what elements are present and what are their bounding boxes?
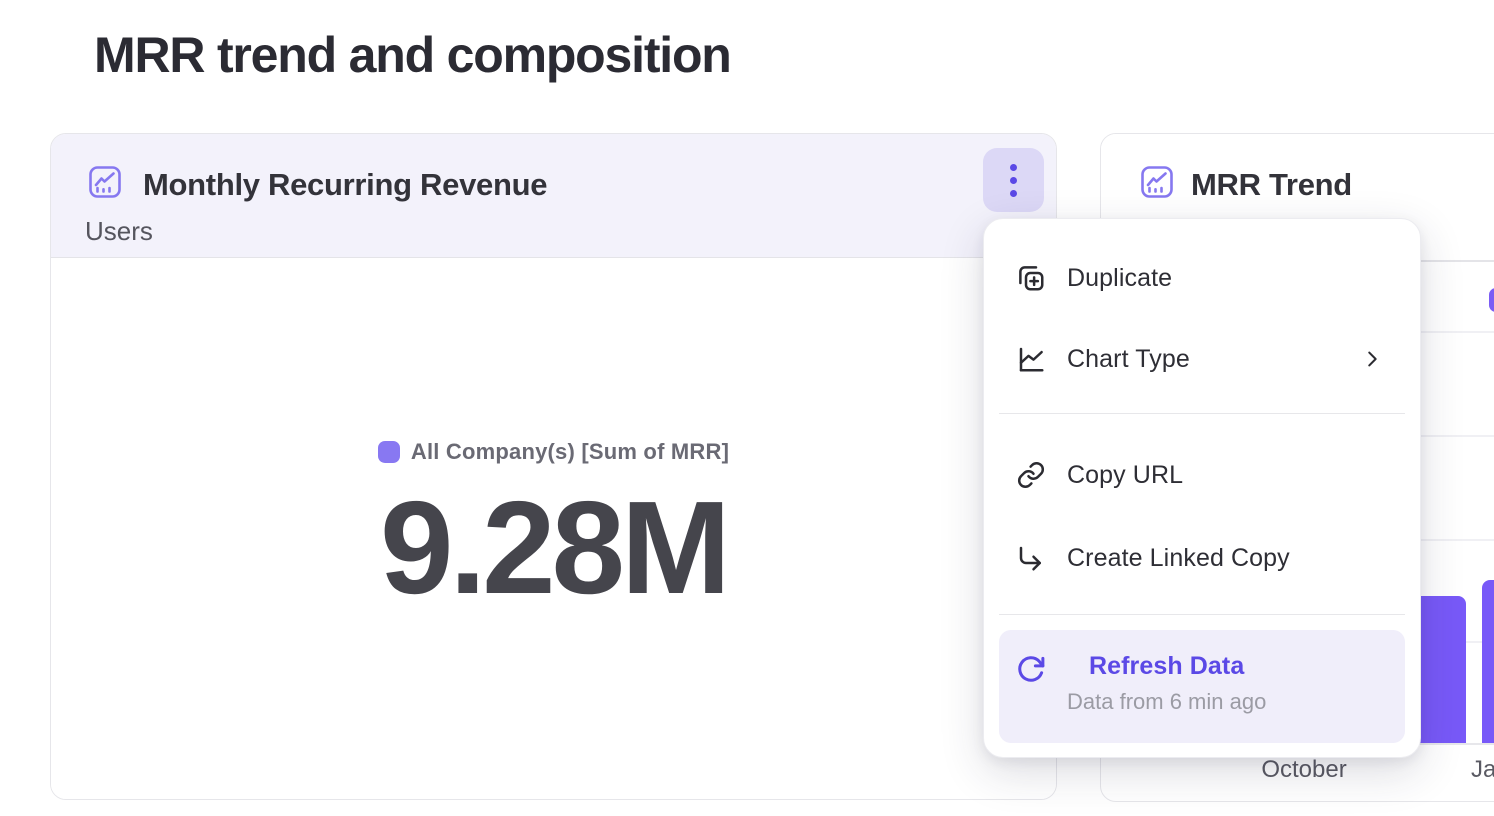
x-axis-label-january: January [1471, 756, 1494, 783]
link-icon [1016, 460, 1046, 490]
mrr-total-value: 9.28M [380, 474, 731, 622]
menu-item-duplicate[interactable]: Duplicate [999, 237, 1405, 319]
corner-down-right-icon [1016, 543, 1046, 573]
card-context-menu: Duplicate Chart Type [983, 218, 1421, 758]
menu-item-chart-type[interactable]: Chart Type [999, 318, 1405, 400]
mrr-card-body: All Company(s) [Sum of MRR] 9.28M [51, 258, 1056, 799]
duplicate-icon [1016, 263, 1046, 293]
bar-january[interactable] [1482, 580, 1494, 743]
mrr-card: Monthly Recurring Revenue Users All Comp… [50, 133, 1057, 800]
menu-item-copy-url[interactable]: Copy URL [999, 434, 1405, 516]
mrr-card-header: Monthly Recurring Revenue Users [51, 134, 1056, 258]
menu-item-label: Chart Type [1067, 344, 1190, 373]
mrr-card-subtitle: Users [85, 216, 153, 246]
kebab-menu-icon [1010, 163, 1017, 171]
mrr-legend: All Company(s) [Sum of MRR] [377, 439, 730, 465]
kebab-menu-icon [1010, 189, 1017, 197]
menu-divider [999, 413, 1405, 414]
page-title: MRR trend and composition [94, 27, 732, 83]
refresh-text-block: Refresh Data Data from 6 min ago [1067, 652, 1266, 715]
menu-item-refresh-data[interactable]: Refresh Data Data from 6 min ago [999, 630, 1405, 743]
menu-item-label: Create Linked Copy [1067, 543, 1290, 572]
kebab-menu-icon [1010, 176, 1017, 184]
card-menu-button[interactable] [983, 148, 1044, 212]
menu-item-label: Duplicate [1067, 263, 1173, 292]
chart-widget-icon [87, 164, 123, 200]
chart-type-icon [1016, 344, 1046, 374]
menu-divider [999, 614, 1405, 615]
menu-item-create-linked-copy[interactable]: Create Linked Copy [999, 517, 1405, 599]
chevron-right-icon [1361, 348, 1383, 370]
menu-item-label: Refresh Data [1088, 652, 1245, 680]
chart-widget-icon [1139, 164, 1175, 200]
refresh-icon [1016, 654, 1046, 684]
refresh-data-age: Data from 6 min ago [1067, 689, 1267, 714]
legend-label: All Company(s) [Sum of MRR] [410, 439, 730, 465]
mrr-trend-title: MRR Trend [1191, 167, 1352, 202]
mrr-card-title: Monthly Recurring Revenue [143, 167, 548, 202]
legend-swatch-icon [1489, 288, 1494, 312]
x-axis-label-october: October [1261, 756, 1347, 783]
menu-item-label: Copy URL [1067, 460, 1184, 489]
legend-swatch-icon [377, 441, 400, 464]
